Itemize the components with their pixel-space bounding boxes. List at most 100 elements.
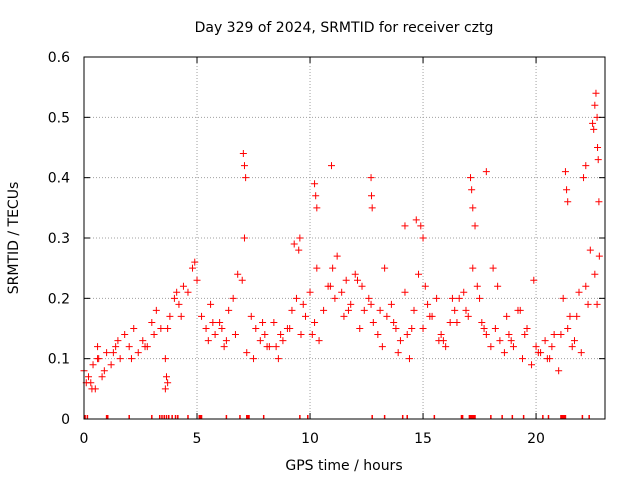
data-point [270, 318, 278, 326]
data-point [573, 312, 581, 320]
data-point [338, 288, 346, 296]
data-point [464, 312, 472, 320]
data-point [374, 331, 382, 339]
data-point [351, 270, 359, 278]
data-point [188, 264, 196, 272]
data-point [467, 174, 475, 182]
data-point [166, 312, 174, 320]
data-point [150, 331, 158, 339]
data-point [365, 294, 373, 302]
data-point [507, 337, 515, 345]
data-point [353, 276, 361, 284]
data-point [250, 355, 258, 363]
tick-labels: 0 5 10 15 20 0 0.1 0.2 0.3 0.4 0.5 0.6 [48, 50, 545, 447]
data-point [367, 300, 375, 308]
data-point [175, 300, 183, 308]
data-point [394, 349, 402, 357]
data-point [426, 312, 434, 320]
data-point [469, 204, 477, 212]
data-point [204, 337, 212, 345]
data-point [421, 282, 429, 290]
data-point [88, 385, 96, 393]
data-point [231, 331, 239, 339]
data-point [448, 294, 456, 302]
x-tick-label: 5 [193, 431, 202, 447]
data-point [516, 306, 524, 314]
data-point [152, 306, 160, 314]
zero-flags [84, 415, 590, 419]
chart-title: Day 329 of 2024, SRMTID for receiver czt… [195, 20, 494, 36]
data-point [489, 264, 497, 272]
data-point [478, 318, 486, 326]
data-point [534, 349, 542, 357]
data-point [312, 192, 320, 200]
data-point [548, 343, 556, 351]
data-point [240, 162, 248, 170]
data-point [523, 325, 531, 332]
data-point [368, 204, 376, 212]
data-point [272, 343, 280, 351]
data-point [446, 318, 454, 326]
data-point [277, 331, 285, 339]
data-point [469, 264, 477, 272]
data-point [173, 288, 181, 296]
data-point [238, 276, 246, 284]
data-point [184, 288, 192, 296]
data-point [557, 331, 565, 339]
data-point [376, 306, 384, 314]
data-point [453, 318, 461, 326]
data-point [521, 331, 529, 339]
data-point [139, 337, 147, 345]
y-tick-label: 0.2 [48, 291, 70, 307]
data-points [80, 89, 603, 393]
data-point [259, 318, 267, 326]
data-point [127, 355, 135, 363]
data-point [460, 288, 468, 296]
data-point [424, 300, 432, 308]
data-point [263, 343, 271, 351]
data-point [541, 337, 549, 345]
data-point [207, 300, 215, 308]
data-point [202, 325, 210, 332]
data-point [417, 222, 425, 230]
data-point [342, 276, 350, 284]
data-point [586, 246, 594, 254]
data-point [378, 343, 386, 351]
data-point [593, 300, 601, 308]
data-point [234, 270, 242, 278]
x-tick-label: 20 [527, 431, 545, 447]
data-point [530, 276, 538, 284]
data-point [392, 325, 400, 332]
data-point [367, 174, 375, 182]
data-point [247, 312, 255, 320]
data-point [487, 343, 495, 351]
data-point [229, 294, 237, 302]
data-point [121, 331, 129, 339]
data-point [381, 264, 389, 272]
data-point [302, 312, 310, 320]
data-point [390, 318, 398, 326]
data-point [433, 294, 441, 302]
data-point [288, 306, 296, 314]
data-point [306, 288, 314, 296]
x-tick-label: 10 [301, 431, 319, 447]
data-point [419, 325, 427, 332]
data-point [564, 325, 572, 332]
y-tick-label: 0 [61, 412, 70, 428]
data-point [209, 318, 217, 326]
y-axis-label: SRMTID / TECUs [6, 182, 22, 295]
data-point [401, 288, 409, 296]
data-point [100, 367, 108, 375]
data-point [94, 343, 102, 351]
data-point [595, 252, 603, 260]
data-point [494, 282, 502, 290]
data-point [109, 349, 117, 357]
data-point [164, 379, 172, 387]
data-point [437, 331, 445, 339]
data-point [439, 337, 447, 345]
data-point [509, 343, 517, 351]
data-point [313, 264, 321, 272]
data-point [328, 162, 336, 170]
data-point [595, 198, 603, 206]
